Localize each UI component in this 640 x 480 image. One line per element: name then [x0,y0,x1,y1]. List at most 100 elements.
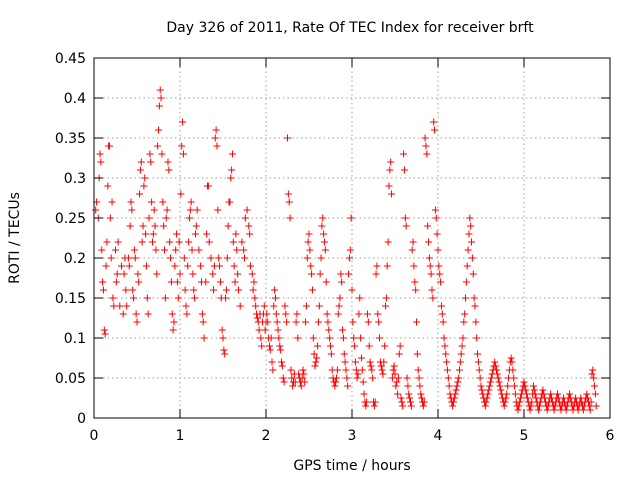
data-point [223,254,231,262]
data-point [331,382,339,390]
data-point [202,278,210,286]
data-point [246,230,254,238]
data-point [272,310,280,318]
data-point [390,362,398,370]
data-point [285,198,293,206]
data-point [180,254,188,262]
data-point [179,150,187,158]
data-point [411,278,419,286]
data-point [251,294,259,302]
data-point [205,238,213,246]
data-point [178,142,186,150]
data-point [164,158,172,166]
data-point [306,246,314,254]
data-point [102,262,110,270]
data-point [127,198,135,206]
data-point [458,342,466,350]
data-point [344,382,352,390]
data-point [161,246,169,254]
data-point [216,278,224,286]
data-point [456,358,464,366]
data-point [376,334,384,342]
data-point [224,222,232,230]
x-tick-label: 5 [520,428,529,444]
data-point [469,270,477,278]
data-point [482,398,490,406]
data-point [374,310,382,318]
data-point [236,302,244,310]
data-point [99,286,107,294]
data-point [101,330,109,338]
data-point [189,270,197,278]
data-point [434,246,442,254]
data-point [222,294,230,302]
data-point [263,310,271,318]
data-point [417,390,425,398]
data-point [247,262,255,270]
data-point [233,246,241,254]
data-point [191,230,199,238]
data-point [438,310,446,318]
data-point [192,222,200,230]
data-point [502,394,510,402]
data-point [264,318,272,326]
data-point [249,286,257,294]
data-point [153,270,161,278]
data-point [358,366,366,374]
data-point [407,402,415,410]
data-point [159,198,167,206]
data-point [421,134,429,142]
data-point [104,182,112,190]
data-point [338,278,346,286]
data-point [319,214,327,222]
data-point [529,382,537,390]
data-point [100,326,108,334]
data-point [504,382,512,390]
data-point [138,238,146,246]
data-point [473,334,481,342]
data-point [229,238,237,246]
data-point [278,362,286,370]
data-point [112,278,120,286]
data-point [468,254,476,262]
data-point [168,310,176,318]
data-point [493,370,501,378]
data-point [483,394,491,402]
data-point [271,286,279,294]
data-point [470,294,478,302]
data-point [130,246,138,254]
data-point [425,254,433,262]
data-point [444,374,452,382]
data-point [212,126,220,134]
data-point [136,190,144,198]
data-point [136,166,144,174]
data-point [275,334,283,342]
y-tick-labels: 0 0.05 0.1 0.15 0.2 0.25 0.3 0.35 0.4 0.45 [55,51,86,427]
data-point [97,158,105,166]
data-point [342,366,350,374]
data-point [274,326,282,334]
data-point [143,294,151,302]
data-point [350,334,358,342]
data-point [402,222,410,230]
data-point [265,342,273,350]
data-point [540,390,548,398]
data-point [220,346,228,354]
data-point [375,318,383,326]
data-point [332,378,340,386]
data-point [364,318,372,326]
data-point [388,190,396,198]
data-point [433,230,441,238]
data-point [106,214,114,222]
data-point [492,366,500,374]
data-point [464,246,472,254]
data-point [140,182,148,190]
data-point [160,222,168,230]
data-point [129,286,137,294]
data-point [586,406,594,414]
data-point [335,302,343,310]
data-point [308,286,316,294]
data-point [228,150,236,158]
data-point [294,334,302,342]
data-point [588,370,596,378]
